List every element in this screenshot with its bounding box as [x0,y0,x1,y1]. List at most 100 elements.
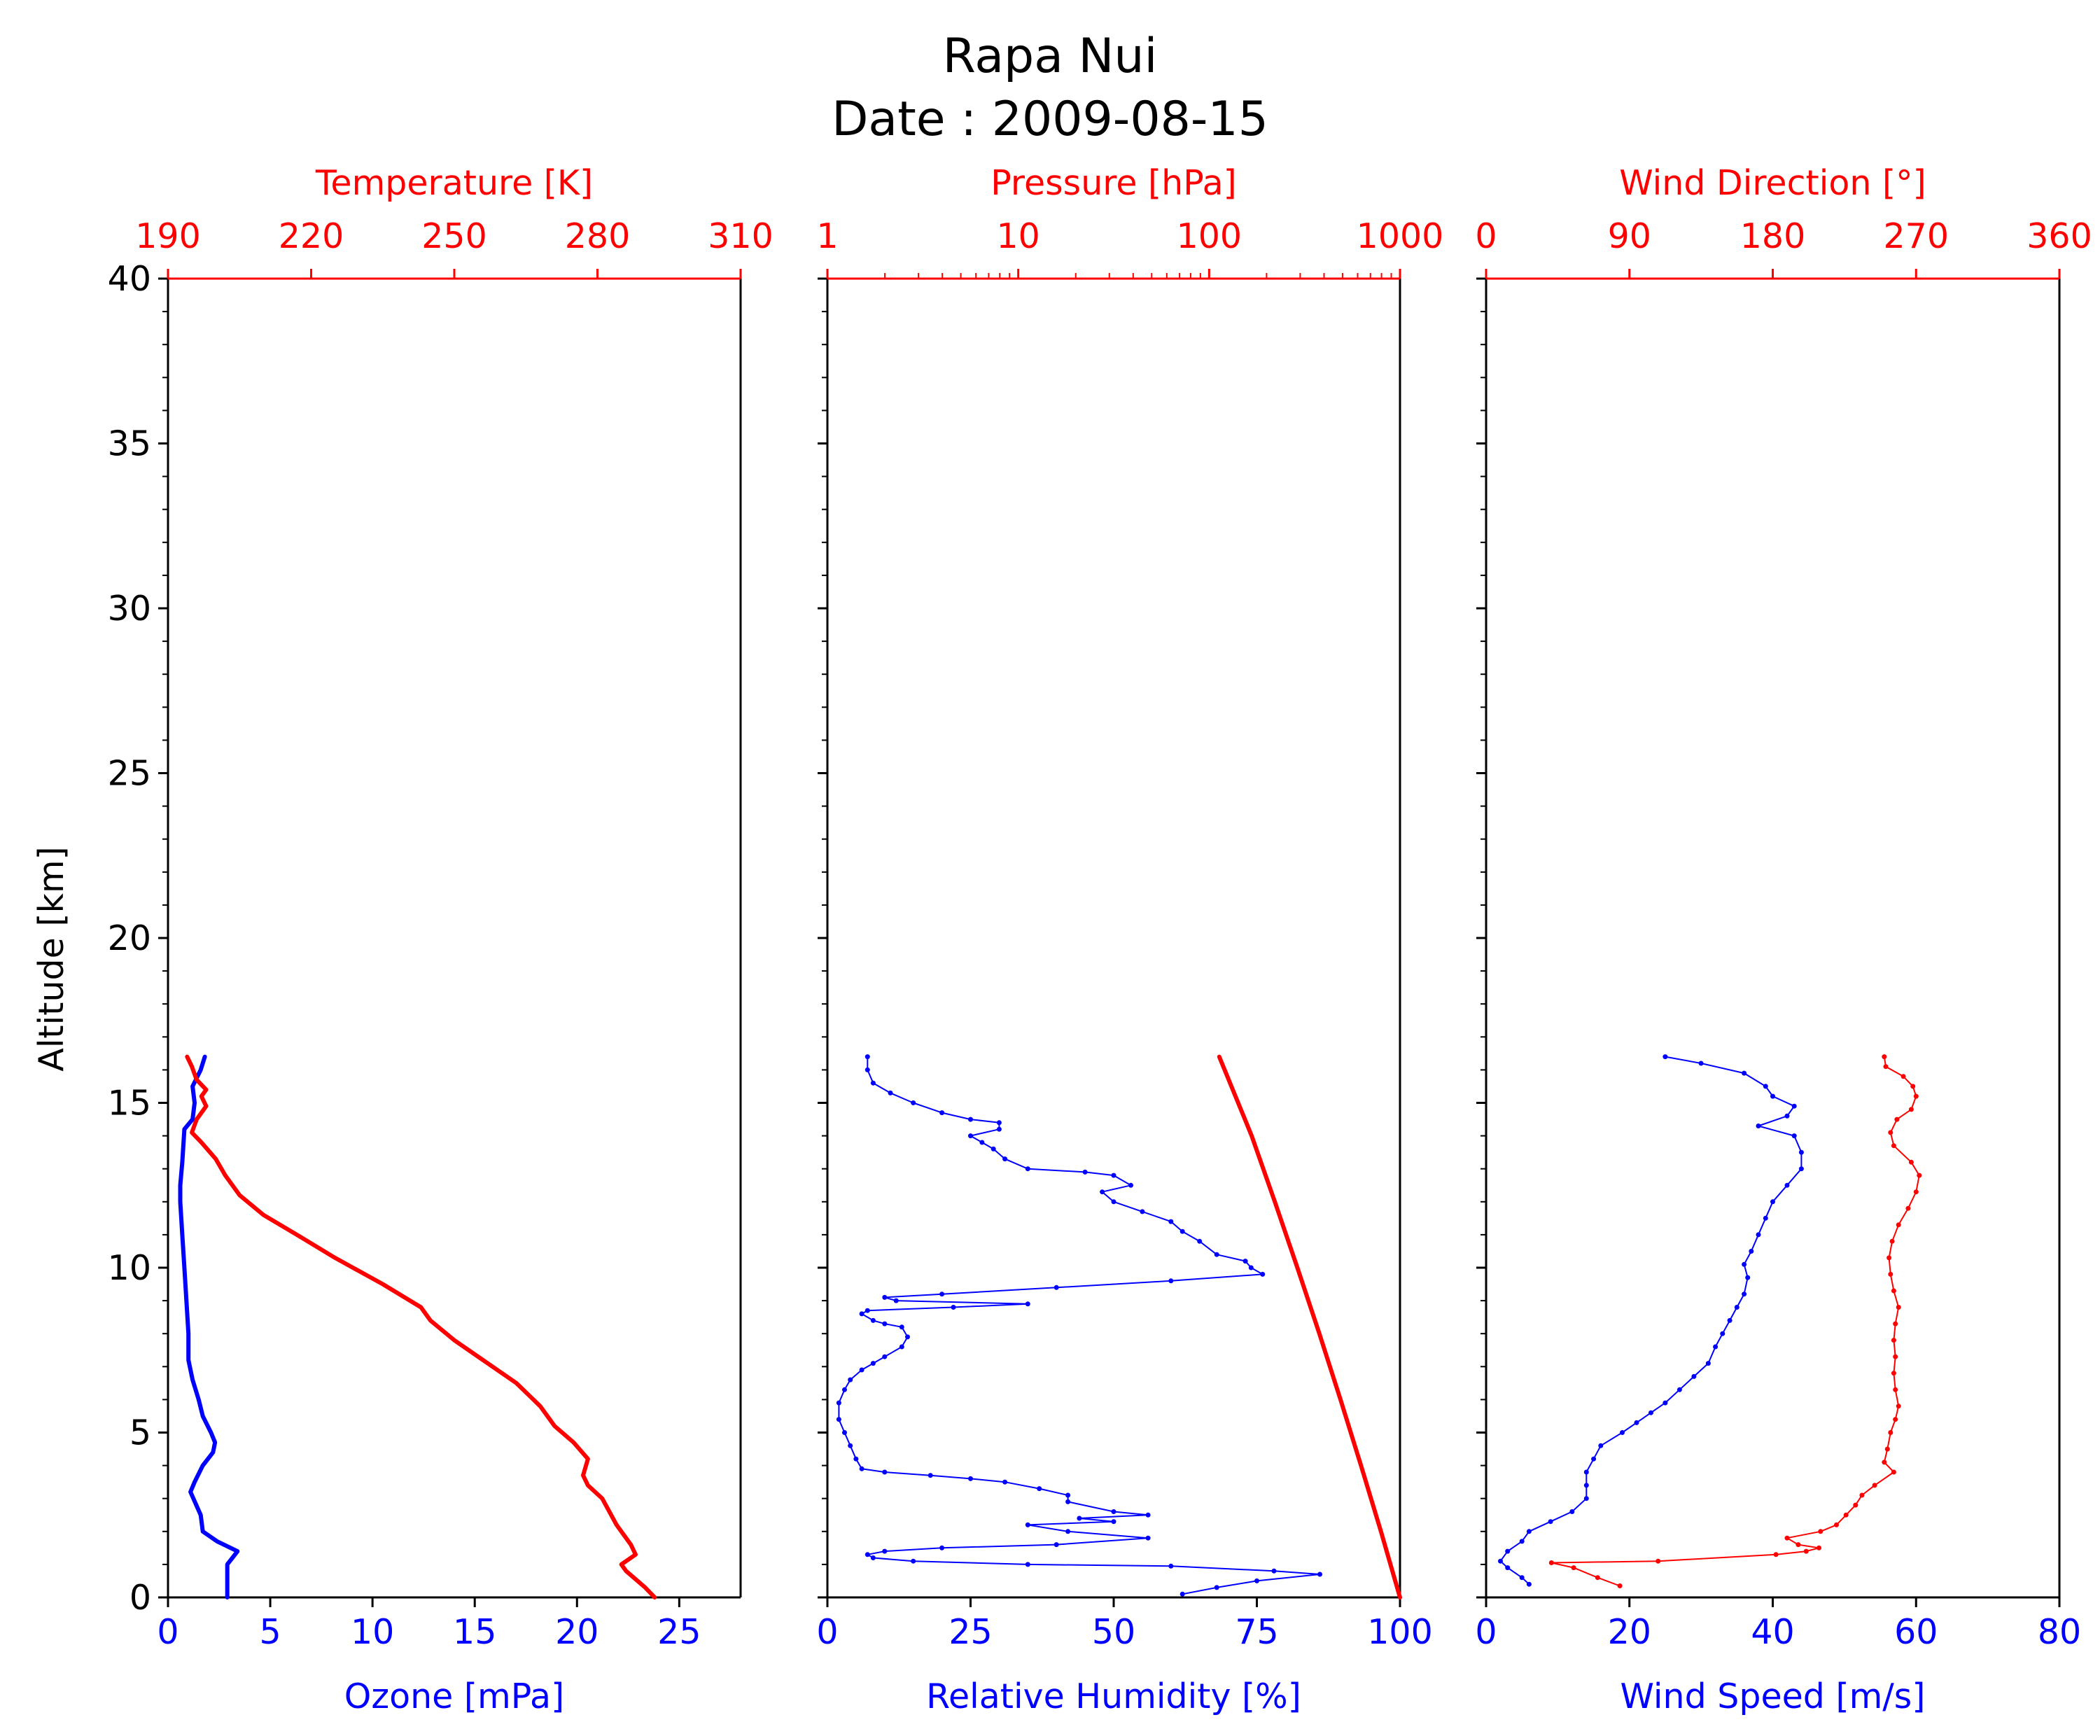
data-point [864,1552,870,1558]
data-point [1698,1060,1704,1066]
x-bottom-tick-label: 0 [157,1612,178,1652]
data-point [1905,1205,1911,1211]
x-top-tick-label: 0 [1475,216,1497,256]
data-point [1691,1373,1697,1379]
data-point [1676,1387,1682,1392]
x-top-tick-label: 1 [816,216,838,256]
data-point [1893,1321,1898,1326]
data-point [1197,1238,1203,1244]
data-point [1910,1084,1916,1089]
data-point [870,1080,876,1086]
data-point [1077,1516,1082,1521]
data-point [1798,1149,1804,1155]
title-line2: Date : 2009-08-15 [832,92,1268,147]
title-line1: Rapa Nui [943,29,1158,84]
data-point [1913,1189,1919,1195]
data-point [1834,1522,1839,1527]
data-point [1893,1387,1898,1392]
data-point [1843,1512,1849,1518]
data-point [1054,1542,1059,1548]
data-point [1583,1469,1589,1475]
x-top-tick-label: 90 [1608,216,1651,256]
data-point [1569,1509,1575,1514]
y-tick-label: 5 [130,1413,151,1453]
data-point [1891,1338,1896,1343]
x-bottom-tick-label: 20 [1608,1612,1651,1652]
data-point [1054,1284,1059,1290]
data-point [911,1558,916,1564]
data-point [1908,1159,1914,1165]
data-point [1756,1232,1761,1238]
data-point [1595,1575,1600,1581]
y-tick-label: 25 [108,754,151,794]
data-point [1111,1509,1116,1514]
data-point [1111,1172,1116,1178]
x-top-tick-label: 190 [135,216,201,256]
x-bottom-axis-label: Wind Speed [m/s] [1620,1676,1926,1716]
data-point [1872,1483,1877,1488]
data-point [1773,1552,1779,1558]
x-bottom-tick-label: 10 [351,1612,394,1652]
data-point [1770,1199,1775,1205]
x-top-tick-label: 220 [279,216,344,256]
data-point [899,1324,904,1330]
data-point [870,1317,876,1323]
x-bottom-tick-label: 60 [1894,1612,1938,1652]
data-point [1756,1124,1761,1128]
data-point [859,1311,864,1317]
data-point [842,1387,847,1392]
data-point [979,1140,985,1145]
data-point [1742,1261,1747,1267]
data-point [1025,1522,1030,1527]
data-point [1888,1430,1893,1435]
series-line-1 [1499,1056,1802,1586]
data-point [1894,1116,1900,1122]
chart-panel-3: 0 20 40 60 80 Wind Speed [m/s] 0 90 180 270 360 Win… [1475,163,2092,1716]
data-point [927,1473,933,1478]
data-point [1770,1093,1775,1099]
data-point [1505,1565,1511,1571]
data-point [853,1456,859,1462]
data-point [1214,1252,1219,1257]
data-point [1180,1228,1185,1234]
x-bottom-tick-label: 40 [1751,1612,1794,1652]
y-axis-label: Altitude [km] [31,846,71,1071]
data-point [1882,1054,1887,1060]
data-point [842,1430,847,1435]
data-point [1025,1166,1030,1172]
data-point [968,1476,973,1481]
data-point [1818,1529,1823,1534]
data-point [882,1469,888,1475]
data-point [1548,1560,1554,1565]
data-point [911,1100,916,1105]
data-point [1888,1271,1893,1277]
data-point [848,1377,853,1382]
data-point [1889,1238,1895,1244]
x-bottom-tick-label: 100 [1367,1612,1433,1652]
data-point [1727,1317,1732,1323]
y-tick-label: 10 [108,1248,151,1288]
data-point [859,1367,864,1373]
chart-panel-1: 0 5 10 15 20 25 30 35 40 0 5 10 15 20 25 Ozone [mPa] 190… [108,163,774,1716]
x-top-axis-label: Wind Direction [°] [1619,163,1926,203]
data-point [1526,1529,1532,1534]
data-point [1505,1548,1511,1554]
data-point [1749,1249,1754,1254]
data-point [1882,1460,1887,1465]
x-bottom-tick-label: 50 [1092,1612,1135,1652]
data-point [1891,1371,1896,1376]
x-top-axis-label: Temperature [K] [315,163,593,203]
data-point [1662,1400,1668,1406]
data-point [859,1466,864,1471]
data-point [1886,1255,1892,1261]
x-bottom-tick-label: 0 [816,1612,838,1652]
data-point [1025,1562,1030,1567]
data-point [1025,1301,1030,1307]
data-point [968,1133,973,1139]
x-top-tick-label: 360 [2026,216,2092,256]
data-point [1498,1558,1503,1564]
data-point [864,1308,870,1313]
x-bottom-tick-label: 20 [555,1612,598,1652]
data-point [1742,1070,1747,1076]
